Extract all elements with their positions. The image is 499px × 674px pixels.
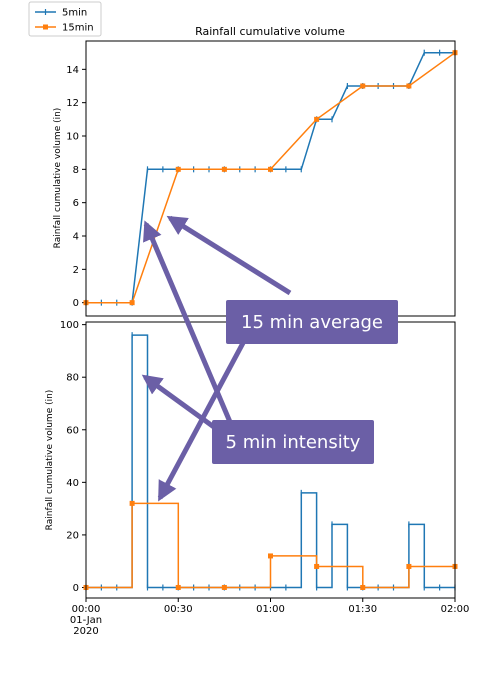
data-point-15min <box>360 584 366 590</box>
y-tick-label: 60 <box>66 425 79 436</box>
y-tick-label: 0 <box>73 583 79 594</box>
legend-label-15min: 15min <box>62 23 94 34</box>
annotation-box-5min <box>212 420 374 464</box>
legend-label-5min: 5min <box>62 8 87 19</box>
data-point-15min <box>314 116 320 122</box>
cumulative-volume-panel: Rainfall cumulative volume Rainfall cumu… <box>53 25 458 317</box>
series-group-top <box>83 49 458 306</box>
y-tick-label: 8 <box>73 165 79 176</box>
x-tick-label: 01:30 <box>348 604 377 615</box>
y-tick-group-bottom: 0 20 40 60 80 100 <box>60 320 86 594</box>
y-tick-label: 0 <box>73 298 79 309</box>
series-line-5min <box>86 51 455 304</box>
data-point-15min <box>268 553 273 559</box>
series-line-15min <box>86 502 455 589</box>
x-tick-label: 01-Jan <box>70 615 102 626</box>
y-tick-label: 12 <box>66 98 79 109</box>
series-line-15min <box>86 52 456 304</box>
data-point-15min <box>314 563 320 569</box>
y-tick-label: 6 <box>73 198 79 209</box>
data-point-15min <box>221 584 227 590</box>
arrow-5min-bottom <box>141 374 220 433</box>
y-tick-label: 20 <box>66 530 79 541</box>
data-point-15min <box>360 83 366 89</box>
data-point-15min <box>268 166 273 172</box>
x-tick-label: 00:30 <box>164 604 193 615</box>
y-tick-label: 40 <box>66 478 79 489</box>
data-point-15min <box>175 166 181 172</box>
legend-marker-15min <box>43 24 48 30</box>
y-tick-label: 100 <box>60 320 79 331</box>
x-tick-label: 02:00 <box>441 604 470 615</box>
data-point-15min <box>129 500 135 506</box>
y-axis-label-bottom: Rainfall cumulative volume (in) <box>45 390 55 531</box>
annotations: 15 min average 5 min intensity <box>141 215 398 502</box>
y-tick-label: 4 <box>73 232 79 243</box>
x-tick-label: 2020 <box>73 626 98 637</box>
y-axis-label-top: Rainfall cumulative volume (in) <box>53 108 63 249</box>
y-tick-label: 2 <box>73 265 79 276</box>
chart-title: Rainfall cumulative volume <box>195 25 345 38</box>
y-tick-label: 80 <box>66 373 79 384</box>
y-tick-label: 10 <box>66 132 79 143</box>
annotation-box-15min <box>226 300 398 344</box>
arrow-15min-top <box>166 215 292 296</box>
y-tick-label: 14 <box>66 65 79 76</box>
annotation-5min-intensity: 5 min intensity <box>226 432 361 453</box>
data-point-15min <box>221 166 227 172</box>
arrow-5min-top <box>143 220 233 423</box>
x-tick-label: 00:00 <box>72 604 101 615</box>
x-tick-label: 01:00 <box>256 604 285 615</box>
y-tick-group-top: 0 2 4 6 8 10 12 14 <box>66 65 86 309</box>
data-point-15min <box>175 584 181 590</box>
data-point-15min <box>406 563 412 569</box>
data-point-15min <box>129 300 135 306</box>
intensity-panel: Rainfall cumulative volume (in) 0 20 40 60 8… <box>45 320 469 637</box>
legend: 5min 15min <box>28 1 102 37</box>
annotation-15min-average: 15 min average <box>241 312 383 333</box>
data-point-15min <box>406 83 412 89</box>
